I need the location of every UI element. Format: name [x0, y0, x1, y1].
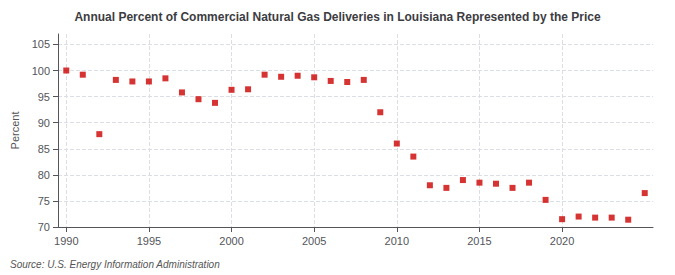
svg-text:85: 85	[38, 143, 50, 155]
svg-text:2020: 2020	[550, 235, 574, 247]
svg-text:2000: 2000	[219, 235, 243, 247]
svg-text:105: 105	[32, 38, 50, 50]
svg-text:2005: 2005	[302, 235, 326, 247]
svg-text:2010: 2010	[385, 235, 409, 247]
svg-text:1990: 1990	[54, 235, 78, 247]
svg-text:2015: 2015	[467, 235, 491, 247]
svg-text:90: 90	[38, 117, 50, 129]
svg-text:Percent: Percent	[9, 112, 21, 150]
svg-text:1995: 1995	[137, 235, 161, 247]
svg-text:95: 95	[38, 91, 50, 103]
svg-text:Annual Percent of Commercial N: Annual Percent of Commercial Natural Gas…	[74, 10, 600, 24]
svg-text:75: 75	[38, 195, 50, 207]
svg-text:100: 100	[32, 65, 50, 77]
svg-text:Source: U.S. Energy Informatio: Source: U.S. Energy Information Administ…	[10, 259, 220, 270]
svg-text:70: 70	[38, 221, 50, 233]
svg-text:80: 80	[38, 169, 50, 181]
